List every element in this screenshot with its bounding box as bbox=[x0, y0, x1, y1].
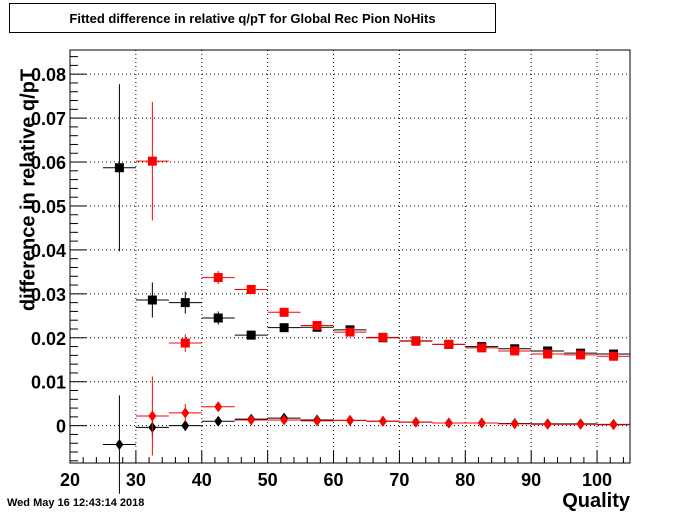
data-point-diamond bbox=[214, 415, 223, 427]
data-point-square bbox=[213, 313, 223, 323]
x-tick-label: 90 bbox=[521, 470, 541, 490]
plot-frame bbox=[69, 49, 631, 464]
data-point-square bbox=[180, 338, 190, 348]
data-point-diamond bbox=[280, 414, 289, 426]
y-tick-label: 0.01 bbox=[31, 373, 66, 393]
data-point-square bbox=[477, 343, 487, 353]
data-point-square bbox=[279, 323, 289, 333]
y-tick-label: 0.05 bbox=[31, 197, 66, 217]
data-point-square bbox=[246, 284, 256, 294]
data-point-diamond bbox=[411, 416, 420, 428]
data-point-diamond bbox=[444, 417, 453, 429]
data-point-diamond bbox=[576, 418, 585, 430]
x-axis-label: Quality bbox=[562, 490, 630, 512]
data-point-diamond bbox=[378, 415, 387, 427]
data-point-diamond bbox=[543, 418, 552, 430]
data-point-diamond bbox=[510, 418, 519, 430]
data-point-square bbox=[444, 339, 454, 349]
data-point-square bbox=[345, 327, 355, 337]
data-point-diamond bbox=[214, 401, 223, 413]
x-tick-label: 30 bbox=[126, 470, 146, 490]
data-point-square bbox=[510, 346, 520, 356]
y-tick-label: 0.06 bbox=[31, 153, 66, 173]
data-point-diamond bbox=[181, 420, 190, 432]
x-tick-label: 100 bbox=[582, 470, 612, 490]
data-point-diamond bbox=[477, 417, 486, 429]
y-tick-label: 0.07 bbox=[31, 109, 66, 129]
chart-title: Fitted difference in relative q/pT for G… bbox=[69, 10, 436, 26]
data-point-square bbox=[213, 273, 223, 283]
x-tick-label: 70 bbox=[389, 470, 409, 490]
x-tick-label: 80 bbox=[455, 470, 475, 490]
x-tick-label: 20 bbox=[60, 470, 80, 490]
data-point-square bbox=[147, 156, 157, 166]
y-tick-label: 0.02 bbox=[31, 329, 66, 349]
y-tick-label: 0.03 bbox=[31, 285, 66, 305]
y-axis-label: difference in relative q/pT bbox=[17, 68, 40, 312]
data-point-diamond bbox=[148, 410, 157, 422]
data-point-square bbox=[312, 320, 322, 330]
x-tick-label: 40 bbox=[192, 470, 212, 490]
data-point-square bbox=[279, 307, 289, 317]
data-point-square bbox=[543, 349, 553, 359]
x-tick-label: 50 bbox=[258, 470, 278, 490]
x-tick-label: 60 bbox=[324, 470, 344, 490]
timestamp: Wed May 16 12:43:14 2018 bbox=[7, 497, 145, 509]
data-point-diamond bbox=[115, 439, 124, 451]
data-point-square bbox=[378, 332, 388, 342]
data-point-square bbox=[147, 295, 157, 305]
data-point-square bbox=[246, 330, 256, 340]
data-point-square bbox=[576, 350, 586, 360]
y-tick-label: 0 bbox=[56, 417, 66, 437]
data-point-square bbox=[180, 298, 190, 308]
data-point-diamond bbox=[247, 414, 256, 426]
data-point-diamond bbox=[313, 415, 322, 427]
data-point-diamond bbox=[609, 419, 618, 431]
data-point-diamond bbox=[181, 407, 190, 419]
data-point-square bbox=[114, 163, 124, 173]
y-tick-label: 0.04 bbox=[31, 241, 66, 261]
data-point-diamond bbox=[346, 414, 354, 426]
data-point-square bbox=[609, 351, 619, 361]
chart-title-box: Fitted difference in relative q/pT for G… bbox=[9, 3, 496, 33]
data-point-square bbox=[411, 336, 421, 346]
y-tick-label: 0.08 bbox=[31, 65, 66, 85]
